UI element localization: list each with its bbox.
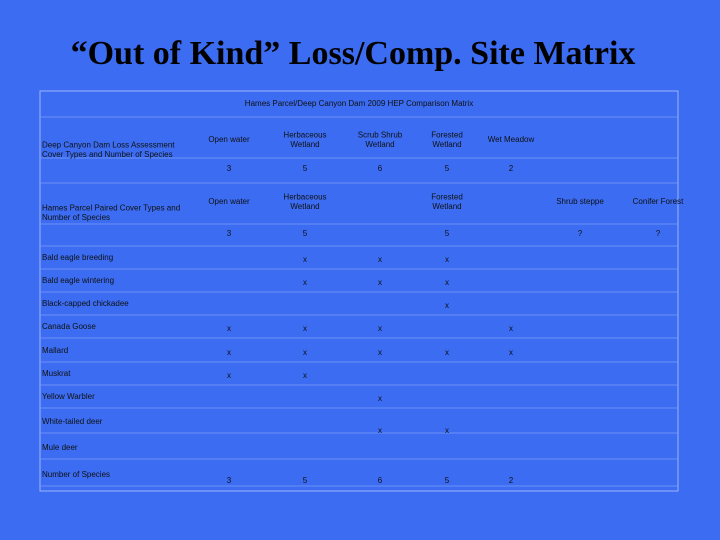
cell-value: x <box>378 255 382 264</box>
row-label: Black-capped chickadee <box>42 299 129 308</box>
species-count: 3 <box>227 164 232 173</box>
table-border <box>39 90 679 492</box>
cell-value: x <box>303 278 307 287</box>
cell-value: x <box>378 348 382 357</box>
row-label: Number of Species <box>42 470 110 479</box>
cover-type: Herbaceous Wetland <box>283 130 326 149</box>
cell-value: 2 <box>509 476 514 485</box>
cell-value: 5 <box>445 476 450 485</box>
cell-value: x <box>303 324 307 333</box>
row-label: Mallard <box>42 346 68 355</box>
row-label: Mule deer <box>42 443 78 452</box>
cover-type: Wet Meadow <box>488 135 535 144</box>
cover-type: Open water <box>208 135 250 144</box>
species-count: 5 <box>303 164 308 173</box>
cell-value: 6 <box>378 476 383 485</box>
cell-value: x <box>509 348 513 357</box>
cell-value: x <box>227 324 231 333</box>
species-count: 5 <box>303 229 308 238</box>
cell-value: x <box>227 371 231 380</box>
cover-type: Open water <box>208 197 250 206</box>
cell-value: x <box>445 348 449 357</box>
cell-value: x <box>378 394 382 403</box>
row-label: Bald eagle breeding <box>42 253 113 262</box>
row-label: Bald eagle wintering <box>42 276 114 285</box>
species-count: ? <box>578 229 583 238</box>
species-count: 5 <box>445 164 450 173</box>
cell-value: x <box>445 278 449 287</box>
header-label: Hames Parcel Paired Cover Types and Numbe… <box>42 203 180 222</box>
cell-value: x <box>445 255 449 264</box>
cover-type: Shrub steppe <box>556 197 604 206</box>
cell-value: 3 <box>227 476 232 485</box>
cell-value: x <box>509 324 513 333</box>
cell-value: x <box>303 255 307 264</box>
row-label: White-tailed deer <box>42 417 103 426</box>
row-label: Yellow Warbler <box>42 392 95 401</box>
row-label: Canada Goose <box>42 322 96 331</box>
table-caption: Hames Parcel/Deep Canyon Dam 2009 HEP Co… <box>245 99 473 108</box>
cover-type: Forested Wetland <box>431 192 463 211</box>
cover-type: Forested Wetland <box>431 130 463 149</box>
cell-value: x <box>227 348 231 357</box>
cover-type: Conifer Forest <box>633 197 684 206</box>
species-count: 6 <box>378 164 383 173</box>
cover-type: Herbaceous Wetland <box>283 192 326 211</box>
species-count: 3 <box>227 229 232 238</box>
cell-value: x <box>378 426 382 435</box>
species-count: ? <box>656 229 661 238</box>
cell-value: x <box>303 348 307 357</box>
slide-title: “Out of Kind” Loss/Comp. Site Matrix <box>71 35 636 72</box>
cell-value: x <box>378 278 382 287</box>
cell-value: x <box>445 426 449 435</box>
species-count: 2 <box>509 164 514 173</box>
cell-value: x <box>445 301 449 310</box>
cell-value: 5 <box>303 476 308 485</box>
species-count: 5 <box>445 229 450 238</box>
row-label: Muskrat <box>42 369 71 378</box>
cell-value: x <box>378 324 382 333</box>
header-label: Deep Canyon Dam Loss Assessment Cover Typ… <box>42 140 175 159</box>
cover-type: Scrub Shrub Wetland <box>358 130 403 149</box>
cell-value: x <box>303 371 307 380</box>
